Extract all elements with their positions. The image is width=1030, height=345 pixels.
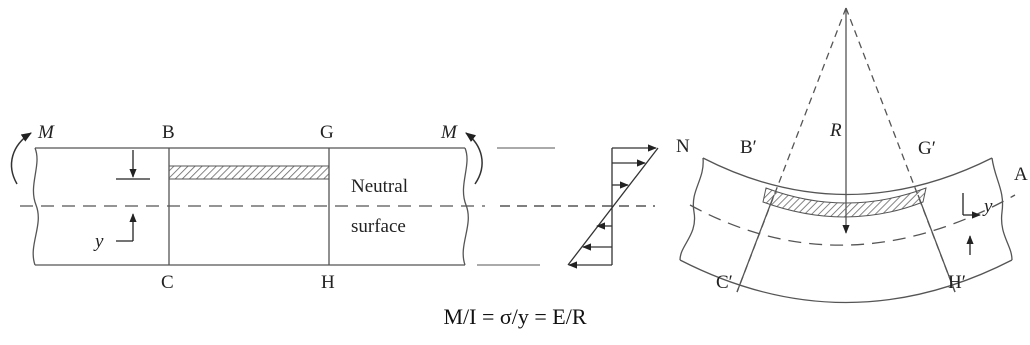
moment-arrow-left	[10, 132, 32, 185]
surface-label: surface	[351, 216, 406, 237]
bent-neutral-dashed	[689, 194, 1016, 246]
stress-distribution	[477, 144, 659, 269]
label-B-prime: B′	[740, 137, 757, 158]
y-label-bent: y	[982, 196, 993, 217]
bent-beam	[679, 7, 1016, 304]
label-A: A	[1014, 164, 1028, 185]
bent-top-edge	[702, 157, 993, 196]
label-H-prime: H′	[948, 272, 966, 293]
bending-formula: M/I = σ/y = E/R	[443, 304, 587, 329]
label-N: N	[676, 136, 690, 157]
moment-right-label: M	[440, 122, 458, 143]
label-G: G	[320, 122, 334, 143]
moment-arrow-right	[465, 132, 483, 185]
label-H: H	[321, 272, 335, 293]
label-R: R	[829, 120, 842, 141]
moment-left-label: M	[37, 122, 55, 143]
bent-left-break	[679, 157, 704, 261]
bent-bottom-edge	[679, 259, 1013, 304]
y-label-straight: y	[93, 231, 104, 252]
label-G-prime: G′	[918, 138, 936, 159]
label-C-prime: C′	[716, 272, 733, 293]
hatched-fiber	[168, 165, 330, 180]
label-C: C	[161, 272, 174, 293]
beam-left-break	[32, 147, 39, 266]
bent-hatched-fiber	[762, 187, 927, 218]
label-B: B	[162, 122, 175, 143]
bent-y-markers	[962, 193, 981, 255]
beam-right-break	[462, 147, 469, 266]
y-dimension-markers	[116, 150, 150, 242]
neutral-label: Neutral	[351, 176, 408, 197]
bent-right-break	[991, 157, 1013, 261]
